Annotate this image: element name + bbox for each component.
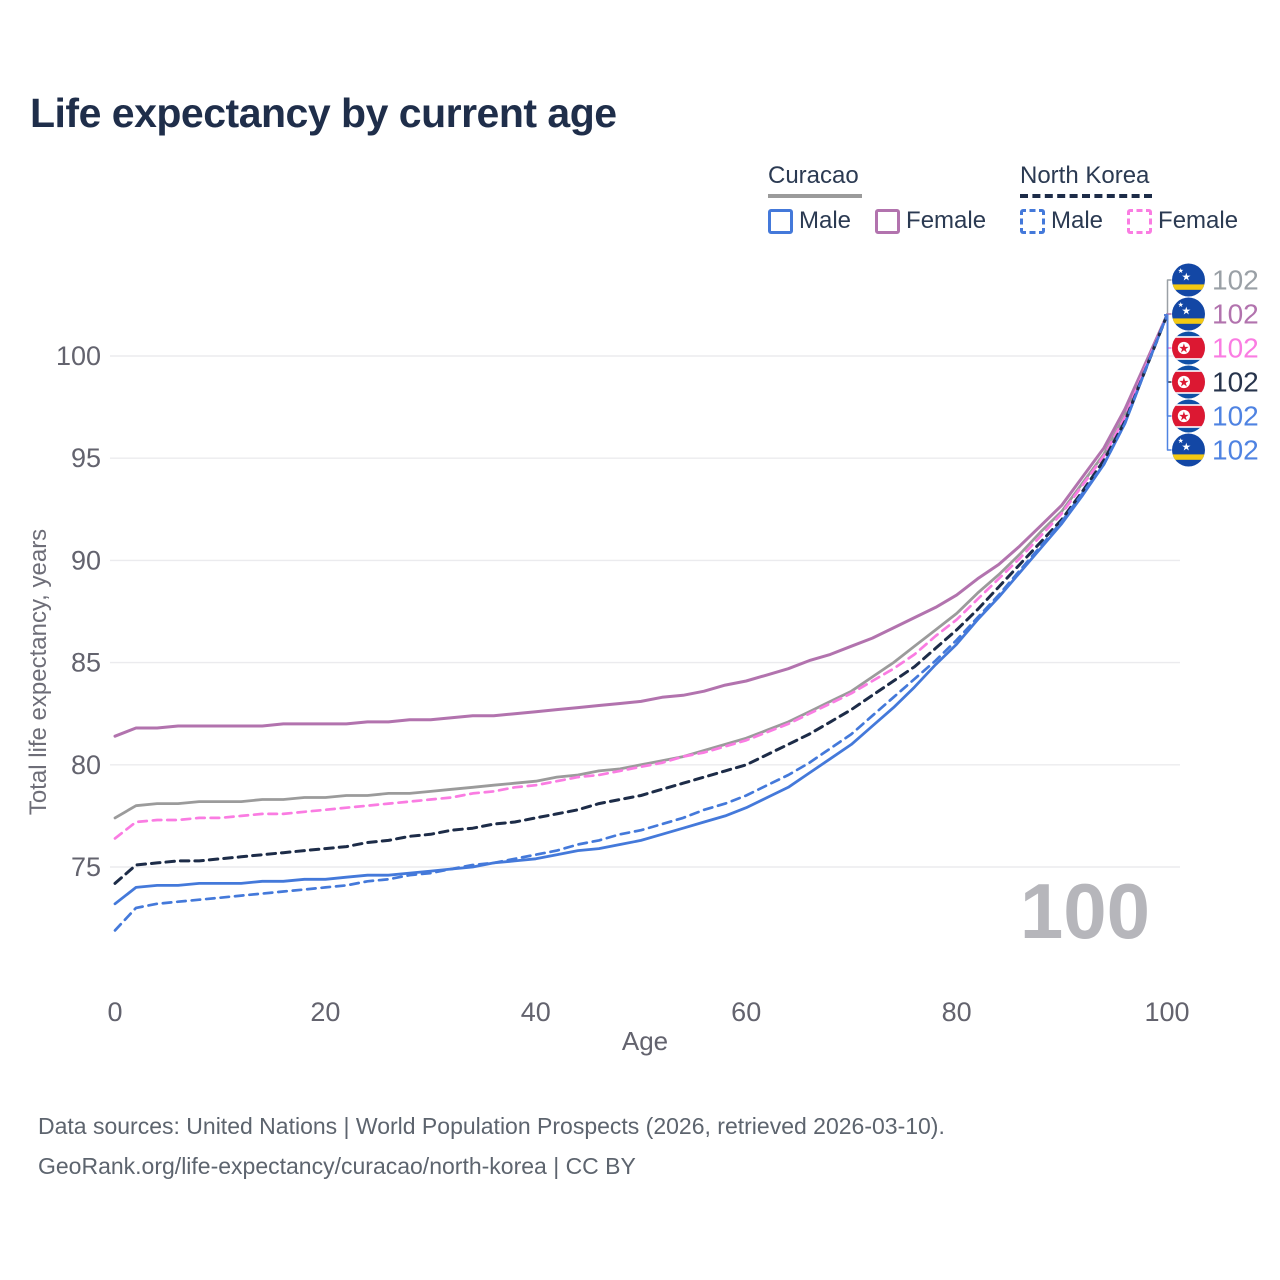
north-korea-male-swatch-icon: [1020, 208, 1045, 234]
current-age-watermark: 100: [1019, 867, 1150, 955]
legend-items-north-korea: Male Female: [1020, 207, 1238, 235]
legend-item-label: Male: [799, 207, 852, 234]
end-value-label: 102: [1212, 333, 1259, 364]
legend-header-curacao: Curacao: [768, 162, 862, 198]
curacao-male-swatch-icon: [768, 208, 793, 234]
x-tick-label: 20: [310, 997, 340, 1027]
y-tick-label: 90: [71, 545, 101, 575]
end-value-label: 102: [1212, 265, 1259, 296]
curacao-female-swatch-icon: [875, 208, 901, 234]
series-line-north-korea-both[interactable]: [113, 313, 1169, 885]
north-korea-flag-icon: [1172, 365, 1205, 399]
legend-item-north-korea-male[interactable]: Male: [1020, 207, 1103, 235]
series-line-curacao-female[interactable]: [113, 313, 1169, 738]
x-tick-label: 80: [942, 997, 972, 1027]
north-korea-flag-icon: [1172, 399, 1205, 433]
x-tick-label: 60: [731, 997, 761, 1027]
legend-items-curacao: Male Female: [768, 207, 986, 235]
curacao-flag-icon: [1172, 433, 1205, 467]
y-tick-label: 95: [71, 443, 101, 473]
footer-attribution-link: GeoRank.org/life-expectancy/curacao/nort…: [38, 1153, 636, 1179]
y-tick-label: 80: [71, 750, 101, 780]
legend-item-label: Female: [1158, 207, 1239, 234]
y-tick-label: 75: [71, 852, 101, 882]
curacao-flag-icon: [1172, 297, 1205, 331]
series-line-north-korea-male[interactable]: [113, 313, 1169, 932]
y-tick-label: 100: [56, 341, 101, 371]
legend-item-curacao-female[interactable]: Female: [875, 207, 986, 235]
end-value-label: 102: [1212, 401, 1259, 432]
series-line-north-korea-female[interactable]: [113, 313, 1169, 840]
north-korea-female-swatch-icon: [1127, 208, 1153, 234]
footer: Data sources: United Nations | World Pop…: [38, 1106, 945, 1186]
north-korea-flag-icon: [1172, 331, 1205, 365]
page-title: Life expectancy by current age: [30, 90, 617, 136]
x-axis-title: Age: [622, 1026, 668, 1056]
legend-group-curacao: Curacao Male Female: [768, 162, 986, 235]
legend-header-north-korea: North Korea: [1020, 162, 1153, 198]
curacao-flag-icon: [1172, 263, 1205, 297]
end-value-label: 102: [1212, 435, 1259, 466]
legend-item-label: Male: [1051, 207, 1104, 234]
legend-group-north-korea: North Korea Male Female: [1020, 162, 1238, 235]
series-line-curacao-male[interactable]: [113, 313, 1169, 906]
legend-item-curacao-male[interactable]: Male: [768, 207, 851, 235]
x-tick-label: 0: [107, 997, 122, 1027]
x-tick-label: 100: [1144, 997, 1189, 1027]
end-value-label: 102: [1212, 367, 1259, 398]
end-label-connector: [1164, 314, 1172, 451]
series-line-curacao-both[interactable]: [113, 313, 1169, 820]
x-tick-label: 40: [521, 997, 551, 1027]
footer-data-sources: Data sources: United Nations | World Pop…: [38, 1113, 945, 1139]
end-value-label: 102: [1212, 299, 1259, 330]
legend-item-north-korea-female[interactable]: Female: [1127, 207, 1238, 235]
y-axis-title: Total life expectancy, years: [25, 529, 52, 815]
legend-item-label: Female: [906, 207, 987, 234]
y-tick-label: 85: [71, 648, 101, 678]
end-label-connector: [1164, 279, 1172, 316]
